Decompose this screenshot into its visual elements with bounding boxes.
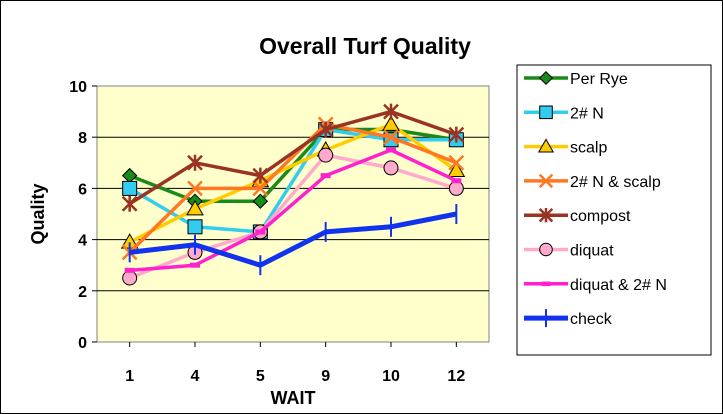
series-line [128,122,457,254]
legend-label: diquat & 2# N [570,277,667,294]
legend-item: diquat & 2# N [524,277,667,294]
legend-item: Per Rye [524,70,628,88]
plot-area [96,85,490,343]
data-point-marker [317,121,334,138]
y-tick-label: 10 [69,79,87,96]
data-point-marker [318,147,334,163]
data-point-marker [383,160,399,176]
data-point-marker [447,161,466,177]
data-point-marker [187,154,203,171]
series-line [128,122,458,244]
data-point-marker [252,180,269,197]
data-point-marker [448,154,465,171]
legend-item: compost [524,208,631,225]
y-tick-label: 0 [78,335,87,352]
legend-item: scalp [524,138,607,157]
y-tick-label: 6 [78,181,87,198]
data-point-marker [121,195,138,212]
data-point-marker [190,262,200,268]
series-line [128,109,457,206]
data-point-marker [382,115,400,131]
y-tick-label: 2 [78,284,87,301]
data-point-marker [252,167,269,184]
y-axis-label: Quality [28,183,48,244]
series-line [129,153,457,280]
data-point-marker [122,180,138,196]
data-point-marker [451,178,462,184]
data-point-marker [383,129,399,146]
legend: Per Rye 2# N scalp 2# N & scalp compost diqua… [524,70,667,328]
data-point-marker [538,208,554,223]
data-point-marker [541,281,551,287]
data-point-marker [252,193,269,209]
legend-label: 2# N & scalp [570,174,661,191]
x-tick-label: 12 [447,368,465,385]
legend-label: compost [570,208,631,225]
x-tick-label: 9 [321,368,330,385]
legend-item: 2# N [524,105,604,122]
x-tick-label: 10 [382,368,400,385]
x-tick-label: 1 [125,368,134,385]
data-point-marker [186,199,204,216]
x-tick-label: 5 [256,368,265,385]
legend-item: check [524,309,613,328]
legend-label: Per Rye [570,71,628,88]
data-point-marker [320,173,331,179]
data-point-marker [187,180,203,197]
series-layer [120,103,466,286]
legend-item: diquat [524,243,614,260]
data-point-marker [383,103,399,120]
data-point-marker [386,147,396,153]
data-point-marker [448,126,465,143]
series-line [129,148,458,273]
series-diquat-2-n [124,147,462,273]
chart-title: Overall Turf Quality [259,33,471,59]
data-point-marker [539,105,553,120]
legend-label: 2# N [570,105,604,122]
data-point-marker [124,267,135,273]
data-point-marker [537,138,555,153]
data-point-marker [538,70,554,86]
x-tick-label: 4 [191,368,200,385]
data-point-marker [187,219,203,235]
y-tick-label: 4 [78,233,87,250]
y-tick-label: 8 [78,130,87,147]
data-point-marker [122,270,138,286]
x-axis-label: WAIT [271,388,316,408]
legend-item: 2# N & scalp [524,173,661,191]
legend-label: check [570,311,613,328]
legend-label: diquat [570,243,614,260]
legend-label: scalp [570,140,607,157]
data-point-marker [255,229,266,235]
series-check [128,204,458,276]
data-point-marker [448,180,464,196]
x-axis-ticks: 1 4 5 9 10 12 [125,342,465,385]
data-point-marker [539,242,553,257]
series-line [129,211,457,268]
gridlines [97,136,489,292]
series-compost [121,103,465,212]
y-axis-ticks: 0 2 4 6 8 10 [69,79,97,352]
data-point-marker [538,173,554,189]
